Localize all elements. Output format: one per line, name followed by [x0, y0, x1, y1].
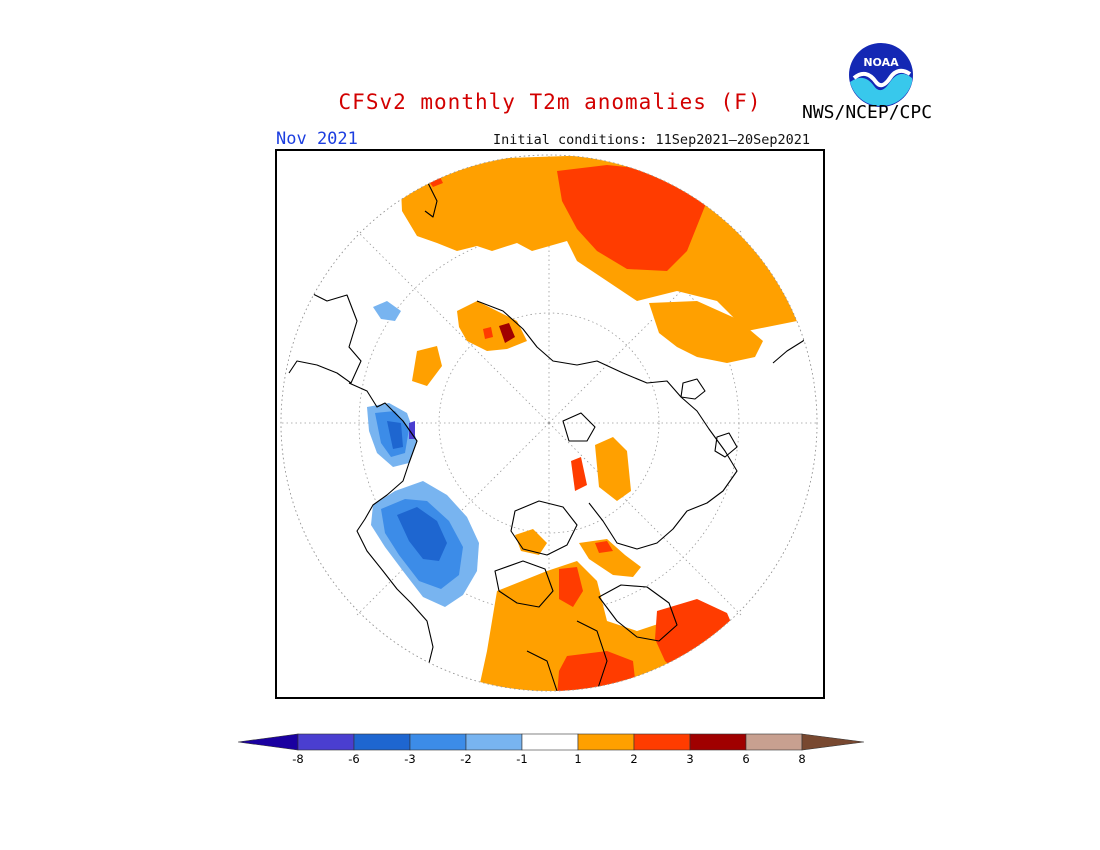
legend-tick-label: -6	[348, 752, 360, 766]
legend-swatch-2-to-3	[633, 733, 691, 751]
legend-tick-label: 3	[686, 752, 694, 766]
region-northeastern-canada-greenland-coast	[515, 301, 763, 577]
polar-map	[280, 154, 818, 692]
legend-swatch-below-minus-8	[238, 733, 299, 751]
legend-tick-label: -8	[292, 752, 304, 766]
legend-swatch-6-to-8	[745, 733, 803, 751]
legend-swatch-neutral	[521, 733, 579, 751]
region-alaska-eastern-siberia-coast	[412, 301, 527, 386]
svg-text:NOAA: NOAA	[863, 56, 899, 69]
region-northern-europe-scandinavia	[477, 561, 747, 691]
legend-tick-label: -1	[516, 752, 528, 766]
initial-conditions-label: Initial conditions: 11Sep2021—20Sep2021	[493, 132, 810, 148]
chart-title: CFSv2 monthly T2m anomalies (F)	[338, 90, 762, 114]
map-frame	[275, 149, 825, 699]
agency-label: NWS/NCEP/CPC	[802, 102, 933, 123]
legend-tick-label: 2	[630, 752, 638, 766]
noaa-logo: NOAA	[849, 43, 913, 107]
legend-tick-label: 6	[742, 752, 750, 766]
coastlines	[288, 180, 817, 691]
legend-swatch-above-8	[801, 733, 864, 751]
legend-swatch-minus-2-to-minus-1	[465, 733, 523, 751]
legend-tick-label: 1	[574, 752, 582, 766]
region-eastern-russia-siberia	[401, 155, 807, 331]
legend-swatch-minus-8-to-minus-6	[297, 733, 355, 751]
legend-swatch-1-to-2	[577, 733, 635, 751]
legend-tick-label: -3	[404, 752, 416, 766]
legend-swatch-minus-6-to-minus-3	[353, 733, 411, 751]
color-legend-bar	[238, 733, 864, 751]
legend-swatch-minus-3-to-minus-2	[409, 733, 467, 751]
region-western-canada-pacific-northwest	[367, 301, 479, 607]
legend-tick-label: 8	[798, 752, 806, 766]
forecast-month-label: Nov 2021	[276, 129, 358, 149]
legend-swatch-3-to-6	[689, 733, 747, 751]
legend-tick-label: -2	[460, 752, 472, 766]
